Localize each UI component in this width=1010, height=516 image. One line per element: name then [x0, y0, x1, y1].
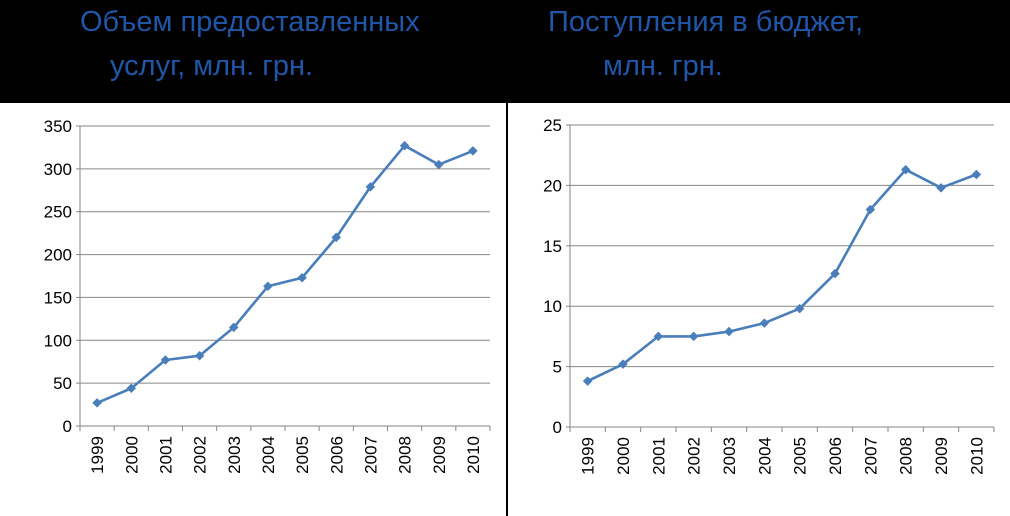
- chart0-xtick-label-2008: 2008: [396, 436, 415, 474]
- right-chart: 0 5 10 15 20 25 1999 2000 2001 2002 2003 2004 2005 20…: [543, 116, 995, 475]
- chart0-xtick-label-2001: 2001: [156, 436, 175, 474]
- chart1-xtick-label-2010: 2010: [967, 437, 986, 475]
- chart0-point-2001: [160, 355, 171, 365]
- chart0-xtick-label-2000: 2000: [122, 436, 141, 474]
- right-chart-title-line2: млн. грн.: [603, 50, 723, 82]
- chart1-point-2002: [688, 331, 699, 342]
- left-chart-title: Объем предоставленных услуг, млн. грн.: [80, 0, 420, 88]
- chart0-ytick-label-5: 250: [44, 203, 72, 222]
- chart0-point-2003: [228, 322, 239, 333]
- chart0-xtick-label-2002: 2002: [191, 436, 210, 474]
- right-chart-panel: 0 5 10 15 20 25 1999 2000 2001 2002 2003 2004 2005 20…: [508, 103, 1010, 516]
- chart1-ytick-label-3: 15: [543, 237, 562, 256]
- chart0-series-line: [96, 144, 474, 405]
- chart1-point-2004: [759, 318, 770, 328]
- chart1-xtick-label-2001: 2001: [649, 437, 668, 475]
- chart1-xtick-label-2009: 2009: [932, 437, 951, 475]
- chart1-point-2001: [653, 331, 664, 342]
- chart1-point-2003: [724, 326, 734, 337]
- chart1-point-2005: [794, 303, 805, 314]
- chart0-point-2010: [468, 146, 478, 156]
- chart1-xtick-label-2000: 2000: [614, 437, 633, 475]
- chart0-ytick-label-1: 50: [53, 374, 72, 393]
- chart0-point-2007: [365, 182, 376, 192]
- chart0-point-2004: [263, 281, 273, 292]
- left-chart: 0 50 100 150 200 250 300 350 1999 2000 2001 2002 200…: [44, 117, 491, 474]
- chart1-ytick-label-5: 25: [543, 116, 562, 135]
- chart0-point-2000: [126, 383, 137, 394]
- chart1-point-2010: [971, 169, 982, 180]
- chart1-point-2007: [865, 204, 876, 215]
- right-chart-title: Поступления в бюджет, млн. грн.: [548, 0, 863, 88]
- chart1-ytick-label-1: 5: [553, 358, 562, 377]
- chart0-ytick-label-4: 200: [44, 246, 72, 265]
- right-chart-title-line1: Поступления в бюджет,: [548, 6, 864, 38]
- chart1-ytick-label-2: 10: [543, 297, 562, 316]
- chart0-ytick-label-7: 350: [44, 117, 72, 136]
- chart1-xtick-label-2008: 2008: [897, 437, 916, 475]
- left-chart-title-line1: Объем предоставленных: [80, 6, 420, 38]
- chart0-xtick-label-2003: 2003: [225, 436, 244, 474]
- chart1-point-2000: [618, 359, 628, 370]
- chart1-xtick-label-2004: 2004: [755, 437, 774, 475]
- chart0-point-2005: [297, 272, 307, 283]
- chart0-xtick-label-2005: 2005: [293, 436, 312, 474]
- chart1-xtick-label-2007: 2007: [861, 437, 880, 475]
- chart1-xtick-label-2005: 2005: [791, 437, 810, 475]
- chart0-point-1999: [92, 398, 102, 408]
- chart0-point-2002: [194, 350, 205, 361]
- chart0-ytick-label-2: 100: [44, 331, 72, 350]
- chart0-ytick-label-0: 0: [63, 417, 72, 436]
- chart1-xtick-label-2006: 2006: [826, 437, 845, 475]
- chart1-point-2008: [900, 164, 911, 175]
- chart0-point-2006: [331, 232, 342, 243]
- chart0-point-2008: [399, 140, 410, 151]
- chart1-ytick-label-4: 20: [543, 176, 562, 195]
- chart1-xtick-label-2002: 2002: [685, 437, 704, 475]
- chart0-xtick-label-1999: 1999: [88, 436, 107, 474]
- chart0-xtick-label-2007: 2007: [361, 436, 380, 474]
- chart0-ytick-label-6: 300: [44, 160, 72, 179]
- chart1-point-2006: [830, 268, 840, 279]
- chart1-point-2009: [936, 182, 946, 193]
- chart1-xtick-label-2003: 2003: [720, 437, 739, 475]
- chart0-ytick-label-3: 150: [44, 288, 72, 307]
- left-chart-panel: 0 50 100 150 200 250 300 350 1999 2000 2001 2002 200…: [0, 103, 506, 516]
- chart1-xtick-label-1999: 1999: [579, 437, 598, 475]
- chart0-xtick-label-2006: 2006: [327, 436, 346, 474]
- chart0-xtick-label-2004: 2004: [259, 436, 278, 474]
- chart1-series-line: [587, 168, 977, 383]
- left-chart-title-line2: услуг, млн. грн.: [110, 50, 314, 82]
- chart1-point-1999: [582, 376, 593, 386]
- chart0-xtick-label-2009: 2009: [430, 436, 449, 474]
- chart0-point-2009: [433, 159, 444, 170]
- chart0-xtick-label-2010: 2010: [464, 436, 483, 474]
- chart1-ytick-label-0: 0: [553, 418, 562, 437]
